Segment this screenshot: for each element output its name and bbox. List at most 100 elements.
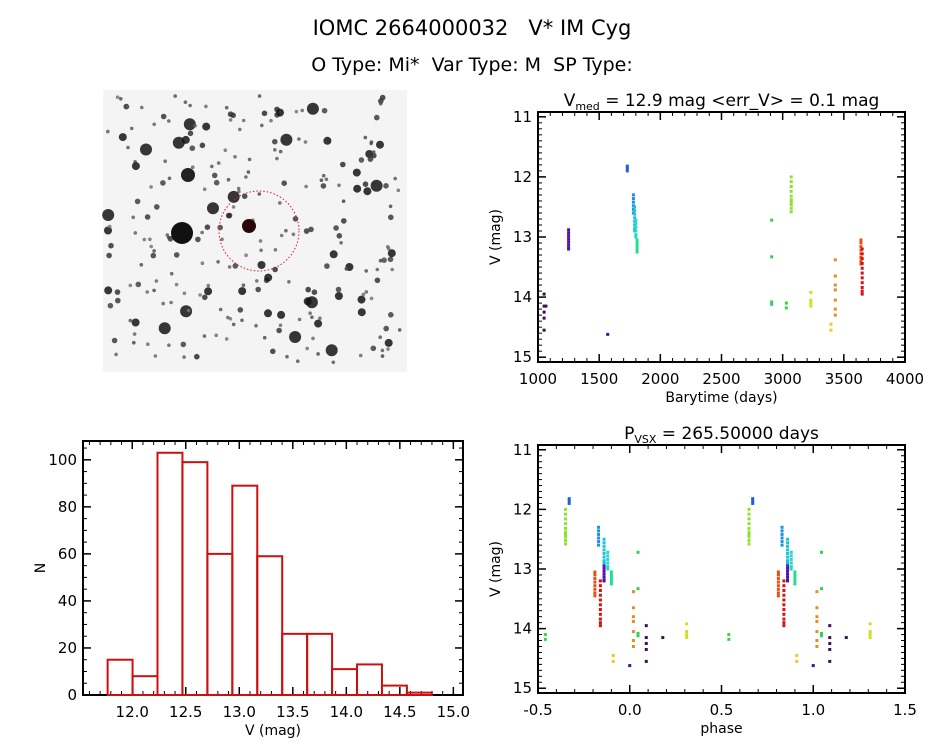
- data-point: [784, 306, 788, 310]
- plot-frame: [537, 444, 906, 694]
- star: [172, 136, 185, 149]
- star: [320, 183, 327, 189]
- data-point: [597, 529, 601, 533]
- data-point: [815, 619, 819, 623]
- data-point: [786, 555, 790, 559]
- data-point: [786, 569, 790, 573]
- star: [287, 280, 291, 284]
- star: [344, 267, 349, 271]
- data-point: [782, 593, 786, 597]
- data-point: [598, 598, 602, 602]
- data-point: [564, 542, 568, 546]
- data-point: [780, 525, 784, 529]
- data-point: [631, 197, 635, 201]
- data-point: [644, 647, 648, 651]
- data-point: [631, 615, 635, 619]
- data-point: [564, 512, 568, 516]
- data-point: [815, 639, 819, 643]
- phased-plot: -0.5 0.0 0.5 1.0 1.5 11 12 13 14 15 phase V (mag) PV…: [488, 424, 917, 737]
- star: [378, 258, 383, 263]
- star: [397, 328, 402, 332]
- star: [272, 138, 278, 145]
- data-point: [789, 210, 793, 214]
- star: [376, 140, 384, 149]
- star: [388, 214, 394, 221]
- data-point: [809, 301, 813, 305]
- star: [387, 256, 394, 263]
- star: [323, 136, 332, 145]
- star: [247, 157, 252, 162]
- star: [280, 133, 293, 146]
- star: [238, 127, 242, 132]
- star: [339, 241, 343, 245]
- star: [386, 347, 390, 351]
- data-point: [597, 536, 601, 540]
- data-point: [786, 541, 790, 545]
- data-point: [789, 561, 793, 565]
- data-point: [598, 584, 602, 588]
- data-point: [784, 301, 788, 305]
- data-point: [793, 579, 797, 583]
- data-point: [789, 554, 793, 558]
- data-point: [776, 591, 780, 595]
- star: [300, 108, 305, 113]
- star: [107, 224, 112, 229]
- data-point: [598, 588, 602, 592]
- data-point: [606, 567, 610, 571]
- star: [379, 94, 386, 101]
- star: [129, 126, 134, 131]
- star: [306, 102, 319, 115]
- star: [383, 183, 389, 189]
- star: [314, 319, 323, 328]
- data-point: [776, 584, 780, 588]
- star: [261, 110, 268, 117]
- data-point: [747, 507, 751, 511]
- data-point: [636, 587, 640, 591]
- data-point: [786, 552, 790, 555]
- star: [204, 287, 213, 296]
- star: [384, 338, 393, 347]
- star: [244, 175, 248, 179]
- star: [224, 105, 229, 110]
- star: [387, 249, 396, 258]
- data-point: [786, 561, 790, 565]
- star: [213, 179, 220, 186]
- data-point: [782, 579, 786, 583]
- star: [374, 277, 381, 284]
- data-point: [782, 603, 786, 607]
- star: [154, 204, 160, 210]
- data-point: [597, 540, 601, 544]
- y-tick-label: 13: [513, 560, 532, 578]
- star: [273, 148, 277, 152]
- star: [160, 180, 166, 186]
- data-point: [786, 566, 790, 570]
- data-point: [789, 565, 793, 569]
- data-point: [606, 561, 610, 565]
- data-point: [593, 580, 597, 584]
- star: [246, 170, 251, 174]
- star: [318, 316, 322, 321]
- data-point: [609, 573, 613, 577]
- star: [187, 130, 194, 137]
- data-point: [859, 245, 863, 249]
- data-point: [685, 622, 689, 626]
- data-point: [770, 218, 774, 222]
- data-point: [567, 247, 571, 251]
- histogram-bar: [181, 461, 209, 696]
- data-point: [833, 283, 837, 287]
- star: [131, 318, 140, 327]
- star: [227, 190, 240, 203]
- star: [362, 181, 369, 187]
- data-point: [776, 570, 780, 574]
- data-point: [631, 606, 635, 610]
- star: [364, 269, 369, 273]
- star: [173, 252, 180, 258]
- data-point: [747, 526, 751, 530]
- data-point: [795, 659, 799, 663]
- star: [195, 236, 201, 243]
- data-point: [795, 653, 799, 657]
- data-point: [786, 544, 790, 548]
- star: [115, 95, 120, 99]
- data-point: [598, 612, 602, 616]
- star: [336, 233, 343, 239]
